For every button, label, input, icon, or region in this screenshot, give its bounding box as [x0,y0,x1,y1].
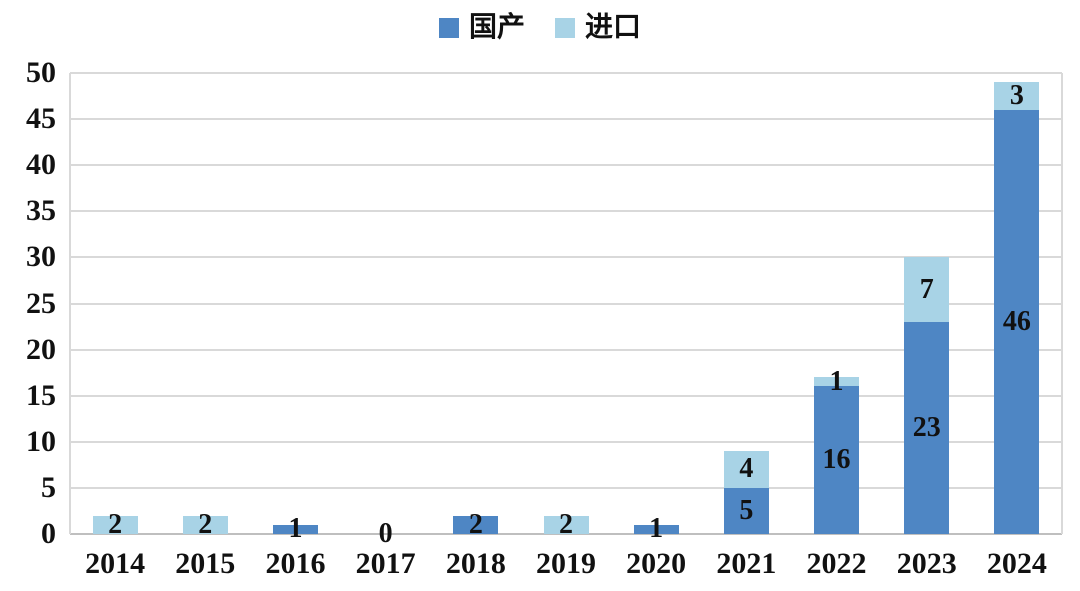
x-tick-label-2017: 2017 [355,547,416,580]
bar-segment-2014-1 [92,515,138,534]
bar-segment-2019-1 [543,515,589,534]
bar-label-2024-1: 3 [1009,80,1024,112]
bar-label-2021-0: 5 [739,494,754,526]
y-tick-label: 20 [26,332,56,366]
chart-legend: 国产 进口 [0,14,1080,42]
gridline [70,72,1062,74]
legend-item-0: 国产 [438,12,525,43]
bar-label-2018-0: 2 [468,508,483,540]
x-tick-label-2023: 2023 [896,547,957,580]
bar-segment-2018-0 [453,515,499,534]
bar-segment-2015-1 [182,515,228,534]
legend-label-0: 国产 [468,12,525,43]
bar-label-2023-0: 23 [912,411,941,443]
bar-label-2017-zero: 0 [378,518,393,549]
bar-segment-2016-0 [272,524,318,534]
y-tick-label: 45 [26,102,56,136]
bar-segment-2023-1 [904,257,950,322]
bar-segment-2021-1 [723,451,769,488]
y-tick-label: 40 [26,148,56,182]
plot-border-right [1061,73,1063,534]
y-tick-label: 35 [26,194,56,228]
y-tick-label: 50 [26,56,56,89]
bar-label-2015-1: 2 [198,508,213,540]
x-tick-label-2018: 2018 [445,547,506,580]
bar-label-2016-0: 1 [288,513,303,545]
bar-label-2019-1: 2 [559,508,573,540]
gridline [70,348,1062,351]
x-tick-label-2019: 2019 [536,547,596,580]
bar-label-2021-1: 4 [739,453,754,485]
x-tick-label-2022: 2022 [806,547,867,580]
bar-label-2023-1: 7 [919,273,934,305]
bar-segment-2024-0 [994,109,1040,534]
y-tick-label: 5 [41,470,56,504]
y-tick-label: 0 [41,517,56,550]
bar-label-2022-1: 1 [829,365,844,397]
legend-label-1: 进口 [585,12,642,43]
legend-swatch-0 [438,18,459,38]
bar-label-2020-0: 1 [649,513,664,545]
plot-border-left [69,73,71,534]
gridline [70,164,1062,167]
legend-item-1: 进口 [555,14,641,42]
bar-segment-2020-0 [633,524,679,534]
bar-segment-2021-0 [723,487,769,534]
x-tick-label-2020: 2020 [626,547,687,580]
legend-swatch-1 [555,18,575,38]
gridline [70,302,1062,305]
bar-label-2022-0: 16 [822,444,851,476]
x-tick-label-2016: 2016 [265,547,326,580]
gridline [70,210,1062,213]
y-tick-label: 10 [26,424,56,458]
gridline [70,394,1062,397]
bar-segment-2024-1 [994,82,1040,110]
x-tick-label-2015: 2015 [175,547,236,580]
y-tick-label: 25 [26,286,56,320]
x-tick-label-2021: 2021 [716,547,777,580]
x-tick-label-2024: 2024 [986,547,1047,580]
bar-label-2024-0: 46 [1002,305,1031,337]
bar-segment-2022-0 [814,386,860,534]
y-tick-label: 30 [26,240,56,274]
bar-segment-2023-0 [904,321,950,534]
gridline [70,486,1062,489]
bar-segment-2022-1 [814,377,860,387]
gridline [70,118,1062,121]
x-axis-line [70,533,1062,535]
bar-label-2014-1: 2 [108,508,123,540]
gridline [70,256,1062,259]
x-tick-label-2014: 2014 [85,547,146,580]
gridline [70,440,1062,443]
y-tick-label: 15 [26,378,56,412]
